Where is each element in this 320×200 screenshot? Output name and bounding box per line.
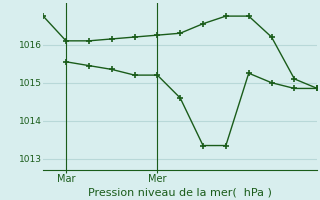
X-axis label: Pression niveau de la mer(  hPa ): Pression niveau de la mer( hPa ) bbox=[88, 187, 272, 197]
